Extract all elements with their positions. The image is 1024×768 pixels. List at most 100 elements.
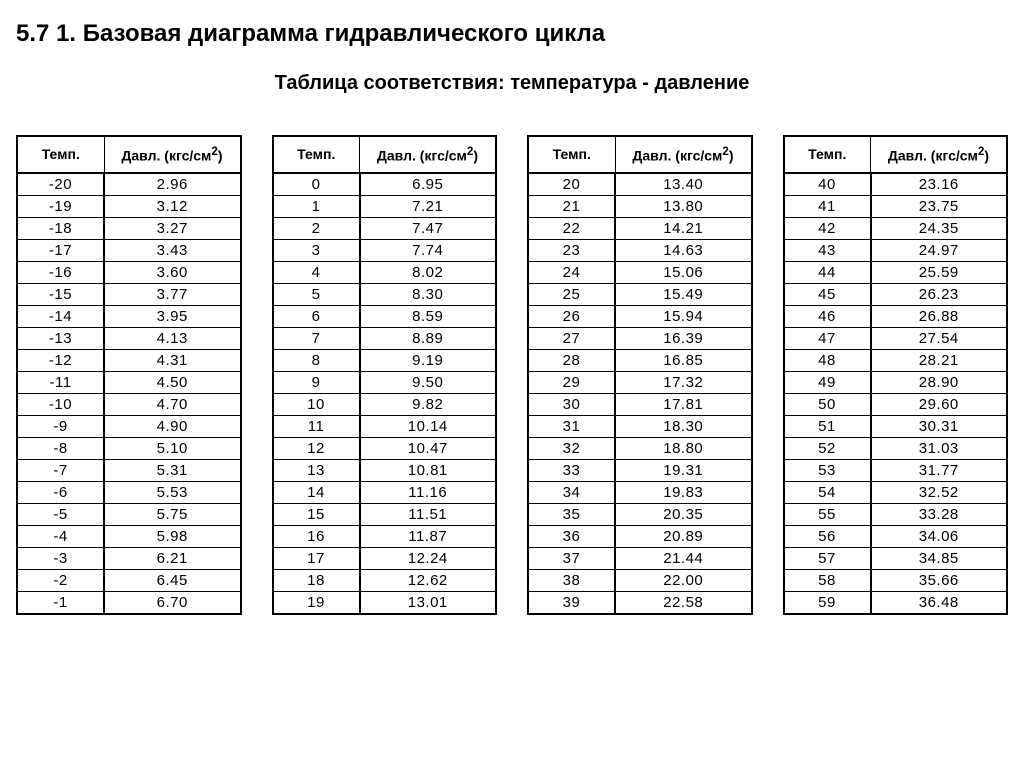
- table-row: -65.53: [17, 481, 241, 503]
- cell-temp: 37: [528, 547, 615, 569]
- cell-pressure: 24.97: [871, 239, 1007, 261]
- pressure-subtable: Темп.Давл. (кгс/см2)-202.96-193.12-183.2…: [16, 135, 242, 615]
- cell-pressure: 31.77: [871, 459, 1007, 481]
- table-row: -75.31: [17, 459, 241, 481]
- cell-temp: 40: [784, 173, 871, 196]
- cell-temp: -13: [17, 327, 104, 349]
- cell-pressure: 11.16: [360, 481, 496, 503]
- cell-pressure: 2.96: [104, 173, 240, 196]
- table-row: 2515.49: [528, 283, 752, 305]
- cell-temp: 35: [528, 503, 615, 525]
- cell-pressure: 16.39: [615, 327, 751, 349]
- cell-pressure: 3.77: [104, 283, 240, 305]
- table-row: -36.21: [17, 547, 241, 569]
- table-row: -193.12: [17, 195, 241, 217]
- cell-temp: 59: [784, 591, 871, 614]
- table-row: 5835.66: [784, 569, 1008, 591]
- cell-pressure: 9.19: [360, 349, 496, 371]
- cell-pressure: 32.52: [871, 481, 1007, 503]
- cell-pressure: 29.60: [871, 393, 1007, 415]
- cell-temp: -12: [17, 349, 104, 371]
- cell-temp: -11: [17, 371, 104, 393]
- table-row: 4526.23: [784, 283, 1008, 305]
- page-title: 5.7 1. Базовая диаграмма гидравлического…: [16, 20, 1008, 48]
- superscript-two: 2: [722, 145, 728, 158]
- cell-pressure: 3.95: [104, 305, 240, 327]
- cell-pressure: 36.48: [871, 591, 1007, 614]
- cell-pressure: 21.44: [615, 547, 751, 569]
- cell-pressure: 9.82: [360, 393, 496, 415]
- cell-temp: 43: [784, 239, 871, 261]
- cell-temp: 15: [273, 503, 360, 525]
- cell-pressure: 6.45: [104, 569, 240, 591]
- cell-temp: 50: [784, 393, 871, 415]
- cell-pressure: 17.81: [615, 393, 751, 415]
- table-row: 1210.47: [273, 437, 497, 459]
- cell-pressure: 23.75: [871, 195, 1007, 217]
- cell-temp: -10: [17, 393, 104, 415]
- cell-temp: 20: [528, 173, 615, 196]
- table-row: -202.96: [17, 173, 241, 196]
- cell-temp: 52: [784, 437, 871, 459]
- cell-pressure: 10.81: [360, 459, 496, 481]
- cell-temp: -16: [17, 261, 104, 283]
- table-row: 5734.85: [784, 547, 1008, 569]
- cell-pressure: 23.16: [871, 173, 1007, 196]
- page-subtitle: Таблица соответствия: температура - давл…: [16, 72, 1008, 95]
- cell-temp: 8: [273, 349, 360, 371]
- cell-pressure: 28.21: [871, 349, 1007, 371]
- cell-pressure: 15.06: [615, 261, 751, 283]
- cell-temp: 13: [273, 459, 360, 481]
- table-row: 5634.06: [784, 525, 1008, 547]
- table-row: 5130.31: [784, 415, 1008, 437]
- table-row: 3419.83: [528, 481, 752, 503]
- cell-pressure: 13.40: [615, 173, 751, 196]
- cell-temp: 14: [273, 481, 360, 503]
- cell-temp: -5: [17, 503, 104, 525]
- table-row: 4626.88: [784, 305, 1008, 327]
- table-row: 4324.97: [784, 239, 1008, 261]
- table-row: 1511.51: [273, 503, 497, 525]
- cell-temp: 1: [273, 195, 360, 217]
- cell-pressure: 9.50: [360, 371, 496, 393]
- table-row: 5231.03: [784, 437, 1008, 459]
- cell-pressure: 4.50: [104, 371, 240, 393]
- cell-pressure: 14.21: [615, 217, 751, 239]
- table-row: 3721.44: [528, 547, 752, 569]
- cell-temp: 2: [273, 217, 360, 239]
- cell-temp: 19: [273, 591, 360, 614]
- cell-temp: 21: [528, 195, 615, 217]
- cell-pressure: 30.31: [871, 415, 1007, 437]
- cell-pressure: 12.24: [360, 547, 496, 569]
- cell-pressure: 8.59: [360, 305, 496, 327]
- cell-temp: 58: [784, 569, 871, 591]
- table-row: -55.75: [17, 503, 241, 525]
- cell-pressure: 5.75: [104, 503, 240, 525]
- column-header-temp: Темп.: [17, 136, 104, 173]
- cell-temp: 11: [273, 415, 360, 437]
- cell-temp: 54: [784, 481, 871, 503]
- cell-pressure: 4.31: [104, 349, 240, 371]
- cell-temp: -9: [17, 415, 104, 437]
- cell-temp: 45: [784, 283, 871, 305]
- cell-temp: 24: [528, 261, 615, 283]
- cell-pressure: 3.60: [104, 261, 240, 283]
- table-row: 1611.87: [273, 525, 497, 547]
- table-row: -85.10: [17, 437, 241, 459]
- cell-temp: -17: [17, 239, 104, 261]
- superscript-two: 2: [467, 145, 473, 158]
- table-row: 48.02: [273, 261, 497, 283]
- column-header-temp: Темп.: [528, 136, 615, 173]
- cell-pressure: 4.13: [104, 327, 240, 349]
- table-row: 3118.30: [528, 415, 752, 437]
- table-row: -183.27: [17, 217, 241, 239]
- cell-pressure: 3.43: [104, 239, 240, 261]
- cell-pressure: 14.63: [615, 239, 751, 261]
- tables-container: Темп.Давл. (кгс/см2)-202.96-193.12-183.2…: [16, 135, 1008, 615]
- cell-temp: 23: [528, 239, 615, 261]
- cell-temp: -19: [17, 195, 104, 217]
- table-row: 78.89: [273, 327, 497, 349]
- cell-temp: 51: [784, 415, 871, 437]
- cell-pressure: 19.31: [615, 459, 751, 481]
- table-row: 68.59: [273, 305, 497, 327]
